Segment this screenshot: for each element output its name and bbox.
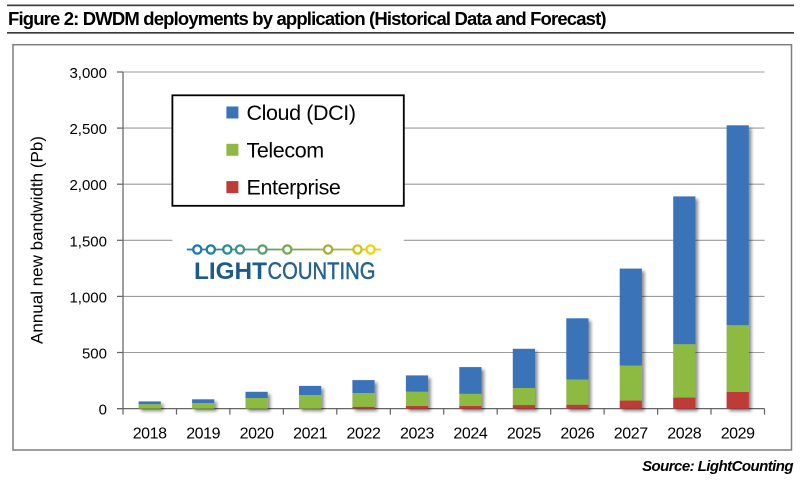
- svg-text:Annual new bandwidth (Pb): Annual new bandwidth (Pb): [28, 136, 47, 344]
- svg-text:2021: 2021: [293, 426, 327, 443]
- svg-text:2019: 2019: [186, 426, 220, 443]
- svg-text:Telecom: Telecom: [247, 138, 324, 162]
- svg-text:2022: 2022: [347, 426, 381, 443]
- svg-text:COUNTING: COUNTING: [268, 258, 376, 285]
- svg-text:2029: 2029: [721, 426, 755, 443]
- svg-text:1,000: 1,000: [69, 289, 107, 306]
- svg-text:2024: 2024: [453, 426, 487, 443]
- svg-text:Cloud (DCI): Cloud (DCI): [247, 101, 356, 125]
- svg-text:LIGHT: LIGHT: [194, 258, 267, 285]
- svg-text:500: 500: [82, 346, 107, 363]
- svg-text:2025: 2025: [507, 426, 541, 443]
- svg-text:2023: 2023: [400, 426, 434, 443]
- svg-text:2027: 2027: [614, 426, 648, 443]
- svg-text:Figure 2: DWDM deployments by: Figure 2: DWDM deployments by applicatio…: [8, 8, 606, 29]
- svg-text:2026: 2026: [560, 426, 594, 443]
- svg-text:2020: 2020: [240, 426, 274, 443]
- svg-text:2,000: 2,000: [69, 177, 107, 194]
- svg-text:Source: LightCounting: Source: LightCounting: [642, 458, 793, 475]
- svg-text:2018: 2018: [133, 426, 167, 443]
- svg-text:1,500: 1,500: [69, 233, 107, 250]
- svg-text:2028: 2028: [667, 426, 701, 443]
- svg-text:Enterprise: Enterprise: [247, 176, 341, 200]
- svg-text:3,000: 3,000: [69, 65, 107, 82]
- svg-text:0: 0: [99, 402, 107, 419]
- svg-text:2,500: 2,500: [69, 121, 107, 138]
